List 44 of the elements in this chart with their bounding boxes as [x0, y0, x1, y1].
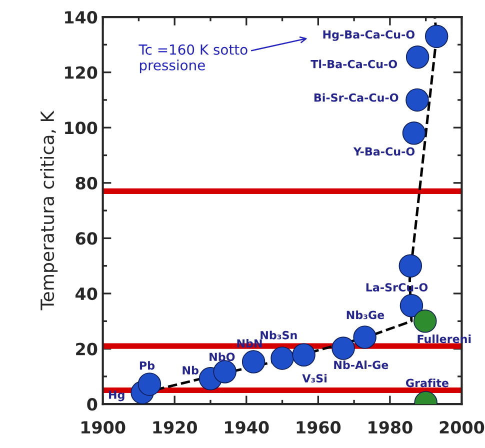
annotation: Y-Ba-Cu-O: [353, 147, 415, 156]
point: [138, 372, 162, 396]
y-tick-label: 20: [76, 342, 98, 356]
annotation: Nb-Al-Ge: [334, 360, 388, 370]
point: [242, 350, 266, 374]
x-tick-label: 2000: [440, 421, 484, 434]
x-tick-label: 1920: [153, 421, 197, 434]
point: [424, 24, 448, 48]
annotation: Nb: [182, 366, 198, 375]
point: [213, 360, 236, 384]
point: [332, 336, 355, 360]
y-tick-label: 100: [65, 122, 98, 134]
y-tick-label: 0: [87, 398, 98, 411]
annotation: Pb: [140, 361, 155, 370]
annotation: La-SrCu-O: [366, 283, 428, 292]
point: [400, 294, 424, 318]
annotation: Nb₃Ge: [346, 310, 384, 320]
x-tick-label: 1900: [82, 421, 126, 434]
annotation: Hg: [109, 390, 124, 402]
point: [406, 88, 429, 112]
point: [398, 254, 422, 278]
y-tick-label: 40: [76, 287, 98, 300]
annotation: Tl-Ba-Ca-Cu-O: [310, 60, 398, 68]
point: [292, 343, 316, 366]
y-tick-label: 120: [65, 66, 98, 79]
annotation: V₃Si: [302, 374, 326, 383]
point: [402, 122, 426, 145]
point: [413, 310, 437, 333]
annotation: NbO: [210, 352, 235, 362]
annotation: Grafite: [406, 378, 448, 388]
x-tick-label: 1980: [368, 421, 412, 434]
point: [353, 326, 376, 349]
x-tick-label: 1940: [225, 421, 269, 434]
y-tick-label: 140: [65, 10, 98, 24]
annotation: Nb₃Sn: [260, 330, 297, 340]
point: [406, 45, 430, 69]
x-tick-label: 1960: [296, 421, 341, 434]
annotation: Hg-Ba-Ca-Cu-O: [323, 30, 415, 41]
annotation: Bi-Sr-Ca-Cu-O: [314, 93, 398, 102]
y-tick-label: 60: [76, 232, 98, 245]
y-tick-label: 80: [76, 176, 98, 190]
y-axis-title: Temperatura critica, K: [40, 110, 58, 310]
annotation: Tc =160 K sotto pressione: [138, 44, 248, 74]
point: [270, 346, 294, 370]
